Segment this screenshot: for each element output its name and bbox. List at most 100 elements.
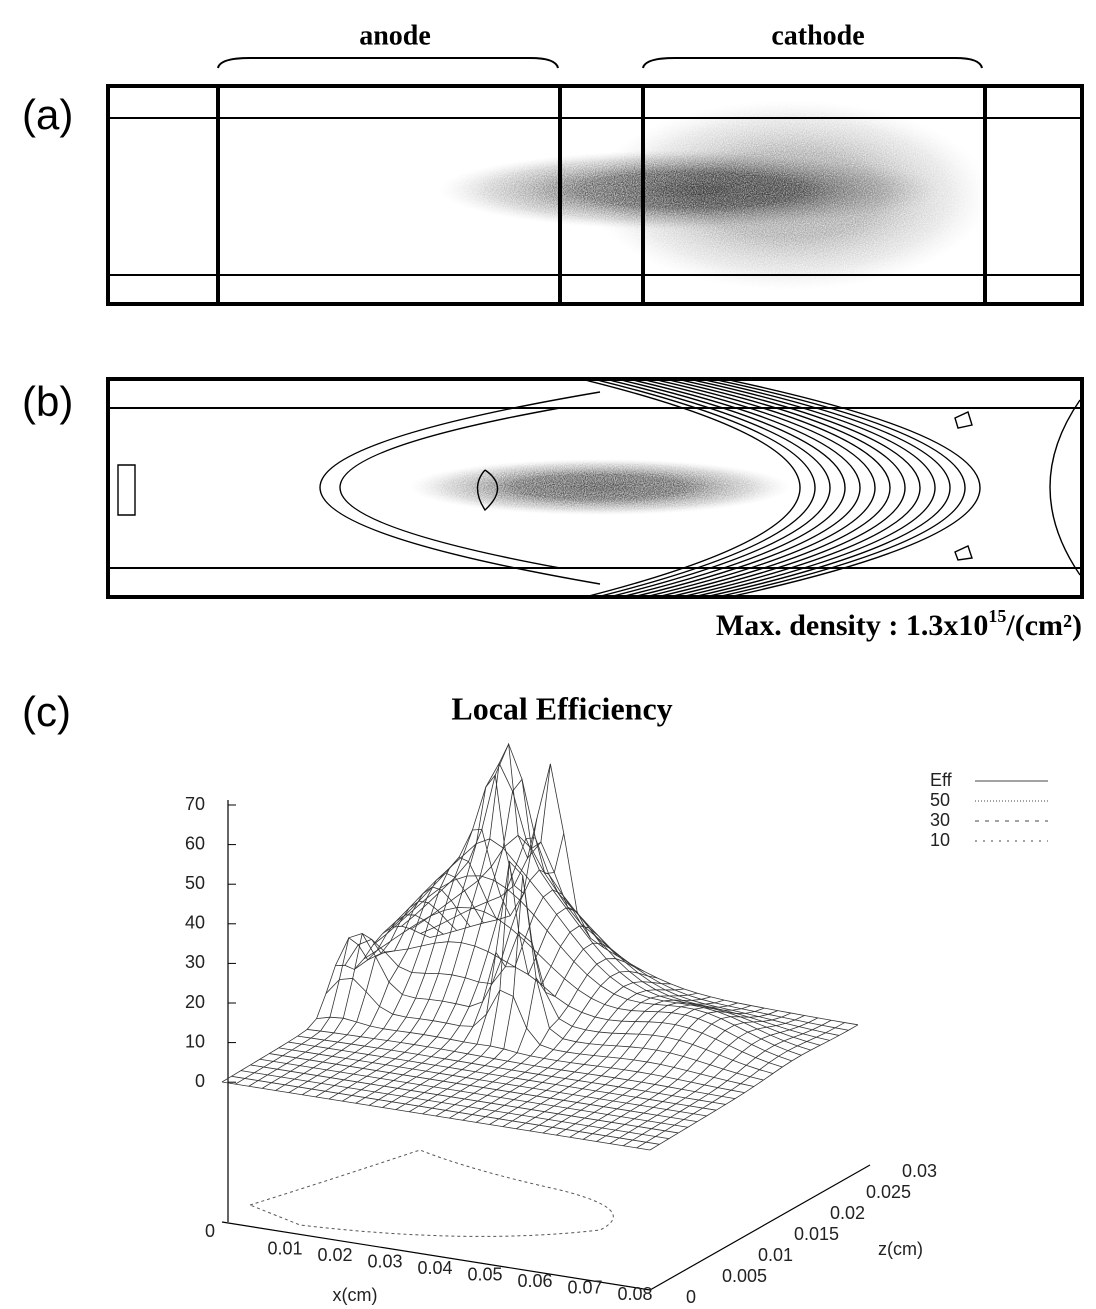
surface-line	[328, 742, 538, 1100]
plot-title: Local Efficiency	[451, 690, 672, 726]
surface-line	[649, 1024, 859, 1151]
surface-line	[410, 834, 840, 1036]
anode-label: anode	[359, 20, 431, 51]
contour	[1049, 399, 1081, 576]
vertical-tick-label: 20	[185, 992, 205, 1012]
vertical-tick-label: 30	[185, 952, 205, 972]
surface-line	[368, 869, 578, 1106]
vertical-tick-label: 10	[185, 1031, 205, 1051]
caption-text: Max. density : 1.3x10	[716, 609, 989, 642]
contour	[728, 379, 981, 598]
x-axis-label: x(cm)	[333, 1285, 378, 1305]
contour	[319, 391, 601, 585]
surface-line	[316, 1016, 745, 1094]
panel-label: (b)	[22, 378, 73, 425]
legend-label: 30	[930, 810, 950, 830]
x-tick-label: 0.02	[317, 1245, 352, 1265]
surface-line	[489, 992, 698, 1125]
surface-line	[420, 841, 849, 1031]
brace	[642, 57, 983, 69]
z-tick-label: 0.03	[902, 1161, 937, 1181]
surface-line	[623, 1019, 832, 1147]
contour-lines	[117, 379, 1081, 598]
z-axis-label: z(cm)	[878, 1239, 923, 1259]
brace	[217, 57, 559, 69]
surface-line	[248, 900, 458, 1087]
floor-contour	[248, 1149, 614, 1237]
base-axes	[221, 1164, 871, 1291]
contour	[644, 379, 876, 598]
caption-exponent: 15	[988, 606, 1006, 626]
z-tick-label: 0.005	[722, 1266, 767, 1286]
contour	[656, 379, 891, 598]
surface-line	[502, 996, 711, 1127]
legend-label: Eff	[930, 770, 953, 790]
surface-line	[596, 1015, 805, 1142]
x-tick-label: 0.03	[367, 1251, 402, 1271]
surface-line	[475, 988, 685, 1123]
surface-plot: 70 60 50 40 30 20 10 0 0 0.01 0.02 0.03 0.04 0.05 0.06…	[185, 742, 1048, 1307]
electrode-lines	[216, 86, 987, 304]
surface-line	[542, 1005, 752, 1134]
surface-line	[435, 958, 645, 1117]
contour	[680, 379, 921, 598]
surface-line	[409, 875, 618, 1113]
vertical-tick-label: 40	[185, 913, 205, 933]
z-tick-label: 0.02	[830, 1203, 865, 1223]
x-tick-label: 0.05	[467, 1264, 502, 1284]
surface-line	[315, 774, 524, 1098]
surface-line	[235, 914, 444, 1085]
cathode-label: cathode	[771, 20, 864, 51]
vertical-tick-label: 70	[185, 794, 205, 814]
density-core	[440, 150, 940, 230]
panel-label: (a)	[22, 91, 73, 138]
surface-line	[344, 931, 774, 1074]
surface-line	[609, 1017, 819, 1144]
vertical-tick-label: 60	[185, 833, 205, 853]
contour	[476, 469, 499, 512]
surface-line	[382, 889, 591, 1108]
x-tick-label: 0.01	[267, 1238, 302, 1258]
surface-line	[516, 999, 725, 1130]
surface-line	[302, 828, 511, 1096]
panel-frame	[106, 377, 1084, 599]
panel-frame	[106, 84, 1084, 306]
contour	[596, 379, 816, 598]
surface-line	[462, 981, 671, 1121]
contour	[117, 464, 136, 516]
z-tick-label: 0.015	[794, 1224, 839, 1244]
x-tick-label: 0	[205, 1221, 215, 1241]
surface-line	[422, 942, 631, 1115]
x-tick-label: 0.06	[517, 1271, 552, 1291]
surface-line	[636, 1022, 845, 1149]
vertical-tick-label: 0	[195, 1071, 205, 1091]
x-tick-label: 0.08	[617, 1284, 652, 1304]
surface-line	[221, 925, 431, 1083]
contour	[704, 379, 951, 598]
legend-label: 10	[930, 830, 950, 850]
x-tick-label: 0.04	[417, 1258, 452, 1278]
contour	[668, 379, 906, 598]
surface-line	[582, 1012, 792, 1140]
contour	[632, 379, 861, 598]
surface-line	[556, 1007, 765, 1136]
panel-label: (c)	[22, 688, 71, 735]
contour	[716, 379, 966, 598]
surface-line	[569, 1010, 778, 1138]
surface-line	[307, 1029, 736, 1100]
contour	[608, 379, 831, 598]
z-tick-label: 0.01	[758, 1245, 793, 1265]
density-core	[410, 459, 790, 515]
surface-line	[342, 763, 551, 1102]
caption-unit: /(cm²)	[1005, 609, 1082, 642]
z-tick-label: 0.025	[866, 1182, 911, 1202]
vertical-tick-label: 50	[185, 873, 205, 893]
surface-line	[275, 872, 484, 1091]
contour	[692, 379, 936, 598]
legend-label: 50	[930, 790, 950, 810]
surface-line	[395, 861, 605, 1110]
contour	[584, 379, 801, 598]
contour	[954, 545, 973, 561]
contour	[954, 411, 973, 429]
